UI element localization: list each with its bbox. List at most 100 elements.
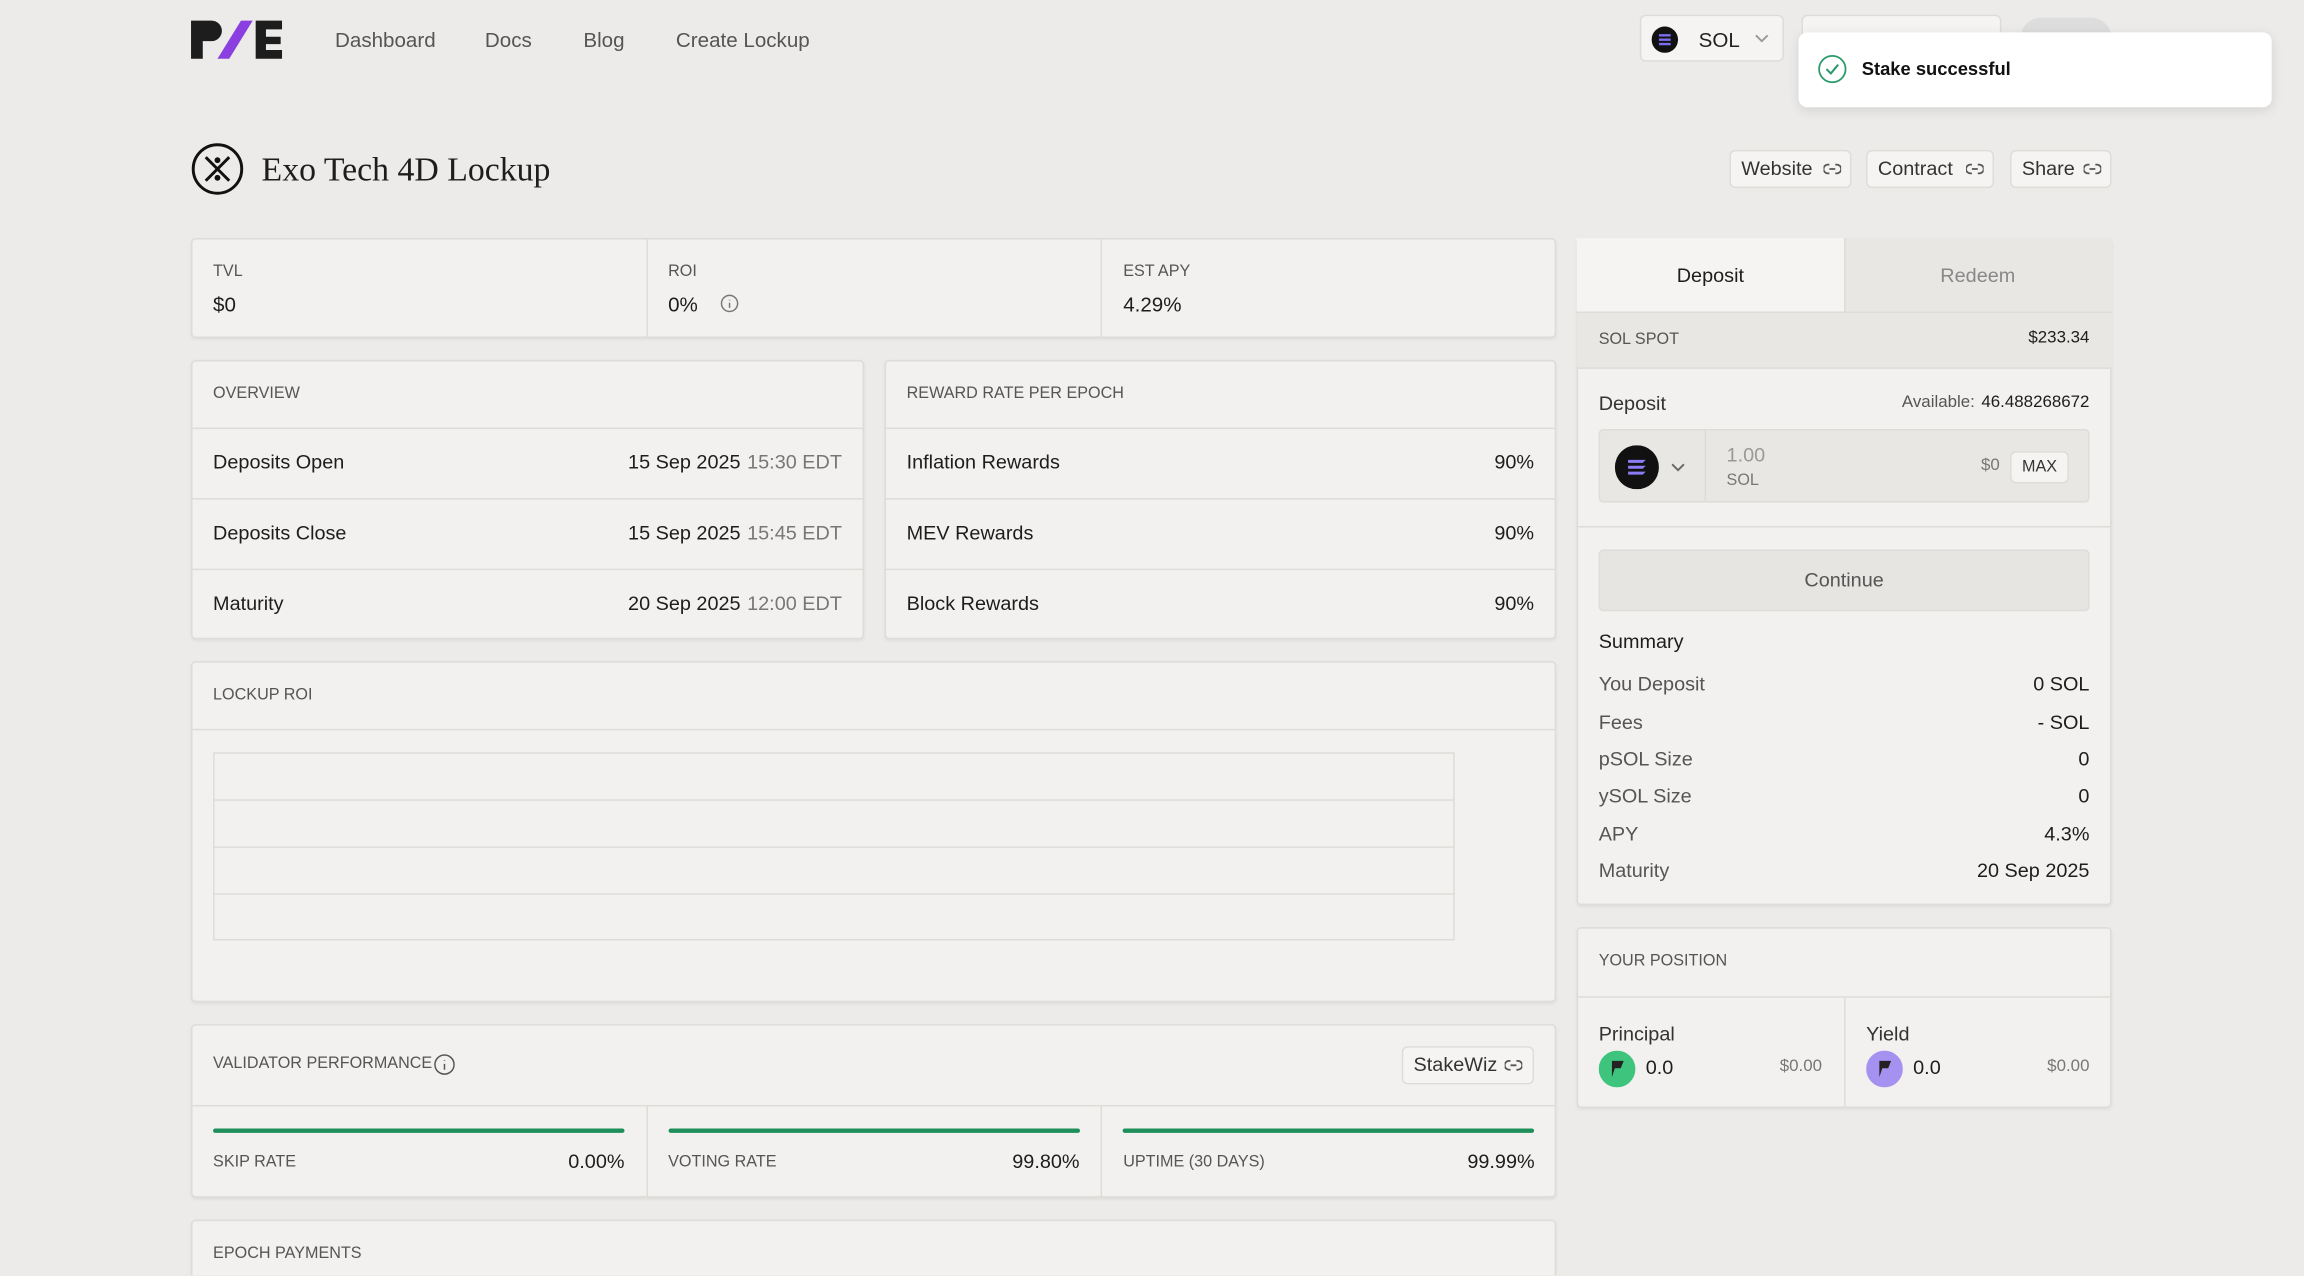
- continue-label[interactable]: Continue: [1804, 569, 1884, 592]
- position-icon: [1866, 1050, 1903, 1088]
- stat-label: EST APY: [1123, 262, 1191, 280]
- metric-bar: [213, 1128, 625, 1133]
- position-amount: 0.0: [1645, 1056, 1674, 1079]
- stakewiz-link[interactable]: StakeWiz: [1413, 1053, 1498, 1076]
- divider: [1704, 430, 1706, 502]
- amount-input[interactable]: [1598, 429, 2090, 503]
- summary-value: - SOL: [2037, 710, 2090, 733]
- nav-link[interactable]: Create Lockup: [675, 27, 810, 52]
- position-label: Yield: [1866, 1023, 1910, 1046]
- row-label: MEV Rewards: [906, 522, 1034, 545]
- card-title: LOCKUP ROI: [213, 685, 313, 704]
- divider: [191, 1104, 1557, 1107]
- metric-bar: [668, 1128, 1080, 1133]
- info-icon: [434, 1054, 455, 1075]
- row-time: 12:00 EDT: [747, 592, 842, 615]
- network-label: SOL: [1698, 27, 1740, 52]
- card-title: OVERVIEW: [213, 384, 300, 402]
- chart-grid-line: [213, 846, 1455, 848]
- spot-value: $233.34: [2028, 329, 2090, 348]
- validator-card: [191, 1024, 1557, 1198]
- row-value: 90%: [1494, 451, 1535, 474]
- page-title: Exo Tech 4D Lockup: [261, 150, 551, 188]
- divider: [191, 568, 865, 571]
- link-icon: [1966, 163, 1984, 175]
- amount-usd: $0: [1981, 457, 2000, 475]
- spot-label: SOL SPOT: [1598, 329, 1679, 348]
- toast: [1798, 32, 2272, 108]
- max-button[interactable]: [2010, 451, 2069, 484]
- info-icon: [720, 294, 738, 313]
- sol-icon: [1651, 26, 1679, 53]
- deposit-label: Deposit: [1598, 392, 1666, 415]
- link-icon: [1504, 1060, 1523, 1071]
- summary-title: Summary: [1598, 630, 1684, 653]
- row-date: 20 Sep 2025: [628, 592, 741, 615]
- nav-link[interactable]: Docs: [484, 27, 532, 52]
- summary-value: 0: [2078, 747, 2090, 771]
- divider: [646, 1104, 648, 1198]
- tab[interactable]: Deposit: [1676, 264, 1745, 287]
- row-label: Block Rewards: [906, 592, 1039, 615]
- summary-value: 0 SOL: [2033, 673, 2090, 696]
- row-date: 15 Sep 2025: [628, 451, 741, 474]
- stat-value: 4.29%: [1123, 292, 1182, 316]
- overview-card: [191, 360, 865, 640]
- available-value: 46.488268672: [1981, 394, 2090, 412]
- available-label: Available:: [1901, 394, 1975, 412]
- card-title: VALIDATOR PERFORMANCE: [213, 1054, 433, 1072]
- header-link[interactable]: Contract: [1877, 157, 1953, 180]
- divider: [646, 238, 648, 338]
- tab[interactable]: Redeem: [1940, 264, 2016, 287]
- metric-label: UPTIME (30 DAYS): [1123, 1152, 1265, 1171]
- row-label: Inflation Rewards: [906, 451, 1060, 474]
- metric-label: VOTING RATE: [668, 1152, 777, 1171]
- tab-inactive[interactable]: [1844, 238, 2112, 312]
- stat-value: $0: [213, 292, 236, 316]
- position-label: Principal: [1598, 1023, 1675, 1046]
- stat-value: 0%: [668, 292, 698, 316]
- card-title: REWARD RATE PER EPOCH: [906, 384, 1124, 402]
- tab-active[interactable]: [1576, 238, 1845, 312]
- summary-label: APY: [1598, 822, 1639, 845]
- link-icon: [2083, 163, 2102, 175]
- chevron: [1671, 463, 1685, 472]
- header-link[interactable]: Website: [1741, 157, 1813, 180]
- divider: [1101, 238, 1103, 338]
- toast-text: Stake successful: [1861, 58, 2011, 79]
- metric-label: SKIP RATE: [213, 1152, 297, 1171]
- position-usd: $0.00: [2047, 1058, 2090, 1076]
- row-time: 15:45 EDT: [747, 522, 842, 545]
- row-time: 15:30 EDT: [747, 451, 842, 474]
- nav-link[interactable]: Blog: [583, 27, 625, 52]
- row-label: Deposits Open: [213, 451, 345, 474]
- row-value: 90%: [1494, 522, 1535, 545]
- summary-label: ySOL Size: [1598, 785, 1692, 808]
- lockup-icon: [191, 143, 244, 195]
- logo: [191, 20, 283, 59]
- epoch-payments-card: [191, 1219, 1557, 1276]
- position-usd: $0.00: [1779, 1058, 1823, 1076]
- chart-grid-line: [213, 799, 1455, 801]
- nav-link[interactable]: Dashboard: [335, 27, 436, 52]
- continue-button[interactable]: [1598, 549, 2090, 612]
- row-value: 90%: [1494, 592, 1535, 615]
- card-title: EPOCH PAYMENTS: [213, 1243, 362, 1262]
- reward-card: [884, 360, 1557, 640]
- divider: [1576, 526, 2112, 528]
- row-date: 15 Sep 2025: [628, 522, 741, 545]
- check-icon: [1818, 54, 1847, 84]
- metric-bar: [1123, 1128, 1535, 1133]
- stats-card: [191, 238, 1557, 338]
- position-icon: [1598, 1050, 1636, 1088]
- divider: [884, 427, 1557, 430]
- summary-label: Maturity: [1598, 859, 1670, 883]
- header-link[interactable]: Share: [2021, 157, 2075, 180]
- divider: [1576, 996, 2112, 998]
- metric-value: 99.99%: [1467, 1150, 1535, 1173]
- position-amount: 0.0: [1913, 1056, 1941, 1079]
- max-label[interactable]: MAX: [2021, 457, 2058, 476]
- divider: [1101, 1104, 1103, 1198]
- token-icon: [1614, 445, 1659, 490]
